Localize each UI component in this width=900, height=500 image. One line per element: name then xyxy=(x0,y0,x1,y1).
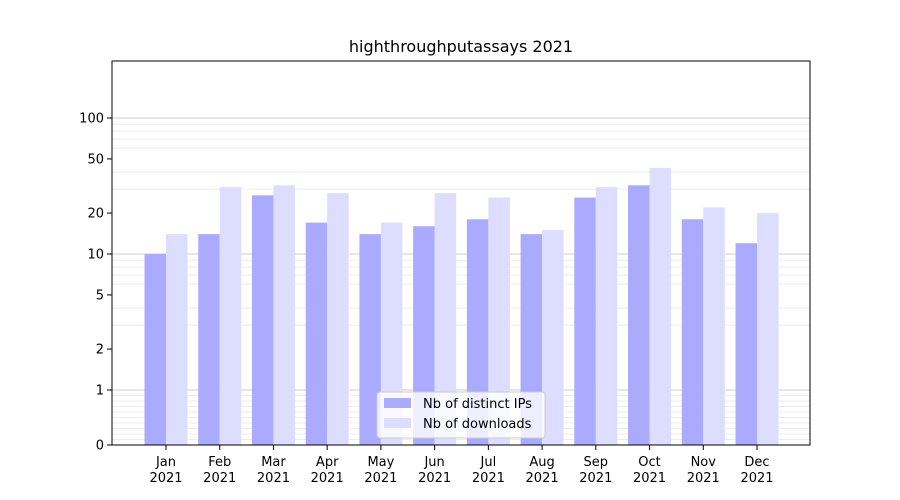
plot-frame xyxy=(111,60,811,446)
y-tick-label: 20 xyxy=(87,207,104,222)
bar-distinct-ips xyxy=(466,219,489,445)
bar-downloads xyxy=(542,230,564,445)
y-tick-label: 5 xyxy=(96,288,104,303)
x-tick-label-year: 2021 xyxy=(418,471,451,486)
bar-distinct-ips xyxy=(198,234,220,445)
x-tick-label-year: 2021 xyxy=(364,471,397,486)
bar-downloads xyxy=(166,234,188,445)
y-tick-label: 50 xyxy=(87,152,104,167)
legend-swatch xyxy=(384,398,411,408)
x-tick-label-month: Jul xyxy=(480,455,497,470)
bar-downloads xyxy=(757,213,779,445)
y-tick-label: 100 xyxy=(79,112,104,127)
x-tick-label-year: 2021 xyxy=(311,471,344,486)
bar-downloads xyxy=(380,222,403,445)
bar-downloads xyxy=(595,187,618,445)
x-tick-label-year: 2021 xyxy=(526,471,559,486)
x-tick-label-year: 2021 xyxy=(740,471,773,486)
bar-distinct-ips xyxy=(251,195,274,445)
bar-downloads xyxy=(434,193,457,445)
bar-distinct-ips xyxy=(359,234,381,445)
chart-title: highthroughputassays 2021 xyxy=(349,37,573,56)
x-tick-label-year: 2021 xyxy=(687,471,720,486)
bar-downloads xyxy=(273,185,295,445)
x-tick-label-month: Dec xyxy=(744,455,769,470)
y-tick-label: 2 xyxy=(96,343,104,358)
x-tick-label-year: 2021 xyxy=(203,471,236,486)
x-tick-label-month: May xyxy=(367,455,394,470)
x-tick-label-month: Aug xyxy=(529,455,554,470)
bar-distinct-ips xyxy=(574,197,596,445)
bar-downloads xyxy=(219,187,242,445)
x-tick-label-month: Jun xyxy=(423,455,444,470)
legend: Nb of distinct IPs Nb of downloads xyxy=(376,391,546,439)
y-tick-label: 1 xyxy=(96,384,104,399)
bar-distinct-ips xyxy=(628,185,650,445)
bar-downloads xyxy=(488,197,510,445)
x-tick-label-month: Jan xyxy=(155,455,176,470)
legend-swatch xyxy=(384,418,411,428)
x-axis: Jan2021Feb2021Mar2021Apr2021May2021Jun20… xyxy=(149,445,774,486)
y-tick-label: 0 xyxy=(96,439,104,454)
bar-distinct-ips xyxy=(144,254,166,445)
x-tick-label-year: 2021 xyxy=(579,471,612,486)
legend-box xyxy=(376,391,546,439)
y-axis: 0 1 2 5 10 20 50 100 xyxy=(79,112,112,454)
x-tick-label-month: Feb xyxy=(208,455,231,470)
x-tick-label-year: 2021 xyxy=(472,471,505,486)
x-tick-label-year: 2021 xyxy=(257,471,290,486)
legend-label: Nb of distinct IPs xyxy=(423,397,532,412)
bars xyxy=(144,167,779,445)
bar-distinct-ips xyxy=(735,243,757,445)
legend-label: Nb of downloads xyxy=(423,417,532,432)
y-tick-label: 10 xyxy=(87,248,104,263)
x-tick-label-year: 2021 xyxy=(149,471,182,486)
x-tick-label-month: Mar xyxy=(261,455,286,470)
x-tick-label-year: 2021 xyxy=(633,471,666,486)
x-tick-label-month: Apr xyxy=(316,455,339,470)
bar-distinct-ips xyxy=(413,226,435,445)
bar-distinct-ips xyxy=(681,219,704,445)
bar-downloads xyxy=(327,193,349,445)
x-tick-label-month: Oct xyxy=(638,455,660,470)
bar-downloads xyxy=(703,207,725,445)
bar-downloads xyxy=(649,167,672,445)
bar-distinct-ips xyxy=(305,222,328,445)
x-tick-label-month: Sep xyxy=(584,455,609,470)
x-tick-label-month: Nov xyxy=(691,455,717,470)
